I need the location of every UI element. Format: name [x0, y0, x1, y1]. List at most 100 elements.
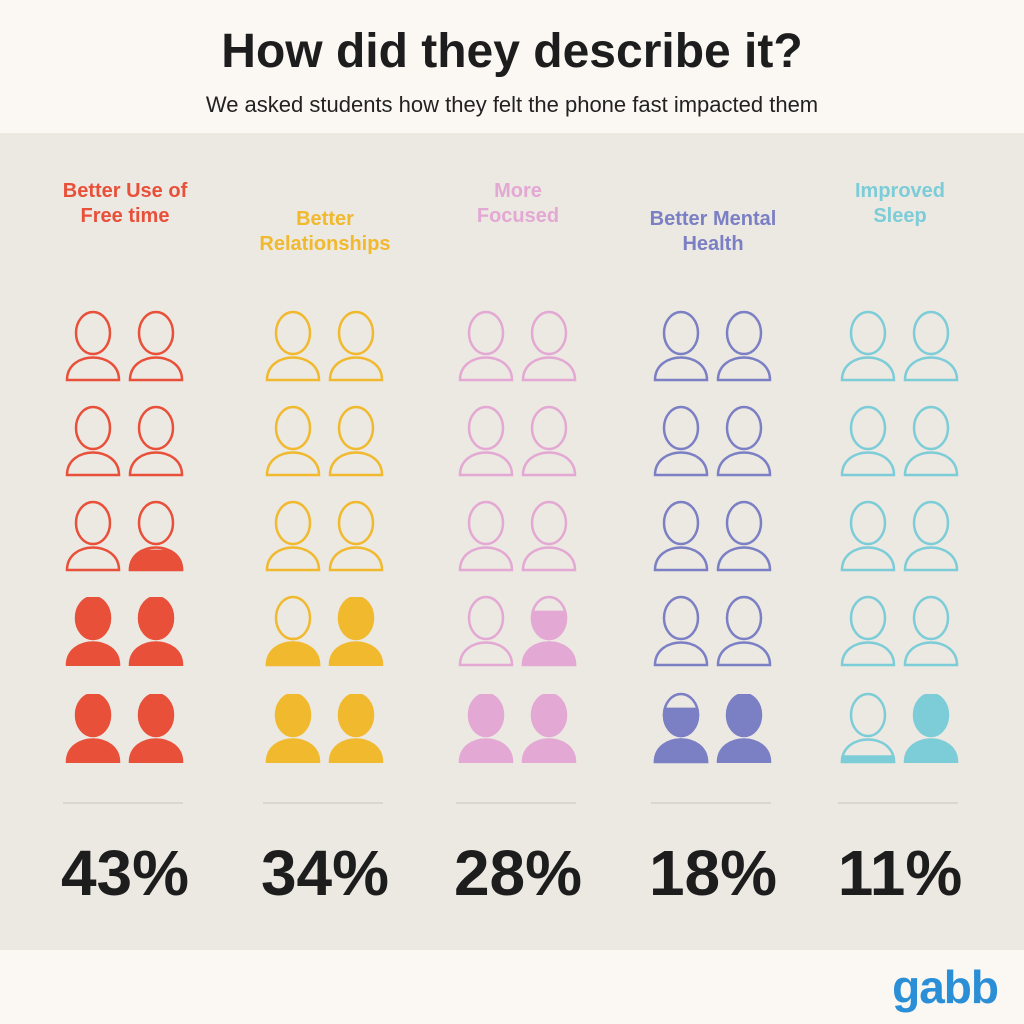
head [530, 595, 568, 641]
head [725, 310, 763, 356]
label-line: Better Mental [650, 208, 777, 230]
body [521, 546, 577, 572]
icon-fill [903, 694, 959, 763]
icon-fill [128, 549, 184, 571]
head [849, 692, 887, 738]
icon-fill [840, 755, 896, 764]
icon-fill [128, 597, 184, 666]
body [903, 546, 959, 572]
head [662, 692, 700, 738]
category-label: More Focused [477, 180, 559, 227]
label-line: Improved [855, 180, 945, 202]
head [849, 500, 887, 546]
person-icon [840, 500, 896, 572]
person-icon [716, 405, 772, 477]
body [653, 356, 709, 382]
label-line: Better [296, 208, 354, 230]
body [840, 546, 896, 572]
body [653, 641, 709, 667]
head [662, 405, 700, 451]
person-icon [840, 692, 896, 764]
person-icon [521, 500, 577, 572]
category-label: Improved Sleep [855, 180, 945, 227]
body [840, 451, 896, 477]
panel [0, 133, 1024, 950]
person-icon [840, 405, 896, 477]
head [662, 595, 700, 641]
person-icon [521, 694, 577, 763]
icon-fill [521, 694, 577, 763]
person-icon [265, 500, 321, 572]
value-label: 18% [649, 837, 777, 909]
head [337, 597, 375, 641]
value-label: 43% [61, 837, 189, 909]
body [128, 356, 184, 382]
body [328, 451, 384, 477]
person-icon [653, 405, 709, 477]
body [128, 451, 184, 477]
value-label: 11% [838, 837, 963, 909]
body [521, 738, 577, 763]
body [458, 451, 514, 477]
title: How did they describe it? [221, 25, 803, 78]
head [467, 310, 505, 356]
head [662, 500, 700, 546]
person-icon [521, 595, 577, 667]
person-icon [653, 595, 709, 667]
icon-fill [265, 694, 321, 763]
logo: gabb [892, 961, 999, 1013]
body [716, 738, 772, 763]
person-icon [265, 310, 321, 382]
person-icon [328, 500, 384, 572]
head [530, 500, 568, 546]
body [458, 641, 514, 667]
person-icon [458, 694, 514, 763]
body [458, 546, 514, 572]
category-label: Better Use of Free time [63, 180, 188, 227]
head [74, 500, 112, 546]
body [128, 546, 184, 572]
head [725, 405, 763, 451]
body [328, 356, 384, 382]
person-icon [458, 500, 514, 572]
body [653, 738, 709, 764]
head [912, 310, 950, 356]
label-line: Free time [81, 205, 170, 227]
person-icon [458, 595, 514, 667]
label-line: More [494, 180, 542, 202]
head [912, 500, 950, 546]
body [903, 451, 959, 477]
category-label: Better Mental Health [650, 208, 777, 255]
head [849, 310, 887, 356]
head [74, 694, 112, 738]
icon-fill [716, 694, 772, 763]
icon-fill [128, 694, 184, 763]
person-icon [65, 310, 121, 382]
head [337, 405, 375, 451]
icon-fill [65, 597, 121, 666]
label-line: Sleep [873, 205, 926, 227]
body [903, 738, 959, 763]
body [903, 641, 959, 667]
person-icon [521, 310, 577, 382]
icon-fill [265, 637, 321, 666]
head [467, 500, 505, 546]
person-icon [328, 405, 384, 477]
head [137, 694, 175, 738]
subtitle: We asked students how they felt the phon… [205, 92, 819, 117]
person-icon [128, 405, 184, 477]
body [653, 451, 709, 477]
person-icon [458, 405, 514, 477]
person-icon [265, 595, 321, 667]
body [328, 641, 384, 666]
person-icon [716, 500, 772, 572]
head [467, 405, 505, 451]
person-icon [265, 694, 321, 763]
person-icon [65, 500, 121, 572]
head [912, 694, 950, 738]
body [521, 641, 577, 667]
body [128, 641, 184, 666]
head [725, 500, 763, 546]
head [725, 694, 763, 738]
